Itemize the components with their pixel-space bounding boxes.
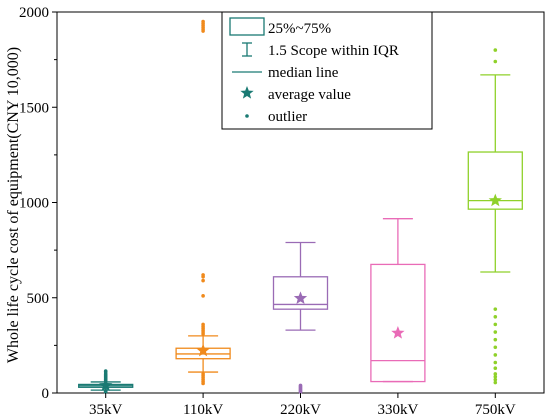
legend-symbol-mean — [240, 86, 254, 99]
iqr-box — [370, 263, 426, 383]
mean-star — [99, 378, 113, 392]
outlier-point — [493, 330, 498, 334]
y-tick-label: 0 — [42, 386, 50, 402]
outlier-point — [493, 345, 498, 350]
outlier-point — [201, 322, 205, 327]
outlier-point — [298, 383, 303, 388]
mean-star — [196, 343, 210, 357]
box-group-110kV — [175, 19, 231, 386]
outlier-point — [201, 372, 205, 376]
outlier-point — [493, 337, 498, 342]
x-tick-label: 330kV — [377, 402, 418, 418]
outlier-point — [103, 369, 108, 373]
box-group-330kV — [370, 218, 426, 383]
iqr-box — [272, 276, 329, 310]
box-group-35kV — [78, 369, 134, 394]
outlier-point — [493, 377, 498, 382]
legend-label-mean: average value — [268, 87, 351, 103]
box-group-220kV — [272, 241, 329, 394]
outlier-point — [493, 48, 498, 52]
outlier-point — [493, 366, 498, 371]
x-tick-label: 220kV — [280, 402, 321, 418]
legend-symbol-outlier — [245, 114, 249, 118]
legend-label-median: median line — [268, 65, 339, 81]
y-tick-label: 2000 — [19, 5, 49, 21]
x-tick-label: 110kV — [183, 402, 223, 418]
outlier-point — [493, 372, 498, 376]
outlier-point — [493, 59, 498, 64]
y-tick-label: 1000 — [19, 196, 49, 212]
outlier-point — [201, 19, 205, 24]
outlier-point — [493, 307, 498, 311]
outlier-point — [493, 380, 498, 385]
box-group-750kV — [467, 48, 523, 385]
outlier-point — [493, 322, 498, 327]
y-tick-label: 1500 — [19, 100, 49, 116]
iqr-box — [467, 151, 523, 210]
outlier-point — [201, 273, 205, 277]
legend-box — [221, 11, 433, 130]
outlier-point — [493, 353, 498, 357]
legend-label-whisker: 1.5 Scope within IQR — [268, 43, 399, 59]
mean-star — [391, 325, 405, 339]
legend-label-box: 25%~75% — [268, 21, 331, 37]
x-tick-label: 35kV — [89, 402, 123, 418]
legend-label-outlier: outlier — [268, 109, 307, 125]
outlier-point — [201, 278, 205, 283]
x-tick-label: 750kV — [475, 402, 516, 418]
mean-star — [488, 193, 502, 207]
outlier-point — [493, 315, 498, 319]
outlier-point — [493, 360, 498, 365]
outlier-point — [493, 375, 498, 379]
mean-star — [293, 291, 308, 304]
outlier-point — [201, 294, 205, 298]
legend-symbol-box — [229, 17, 265, 36]
y-axis-title: Whole life cycle cost of equipment(CNY 1… — [5, 47, 22, 363]
outlier-point — [103, 388, 108, 393]
y-tick-label: 500 — [27, 291, 50, 307]
